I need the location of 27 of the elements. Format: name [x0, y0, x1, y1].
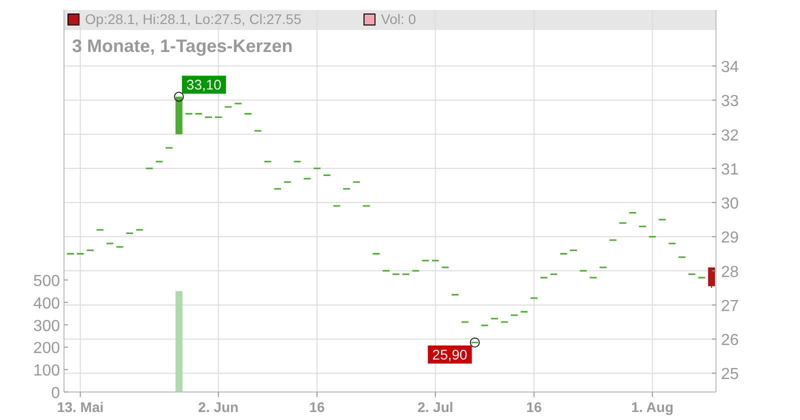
y2-tick-label: 500 [33, 272, 60, 290]
y2-tick-label: 100 [33, 362, 60, 380]
y2-tick-label: 200 [33, 340, 60, 358]
y2-tick-label: 0 [51, 385, 60, 402]
y2-tick-label: 400 [33, 295, 60, 312]
y-tick-label: 30 [721, 196, 739, 213]
annotation: Vol: 0 [381, 11, 416, 27]
text: 3 Monate, 1-Tages-Kerzen [72, 36, 293, 56]
x-tick-label: 2. Jun [198, 399, 239, 415]
y-tick-label: 28 [721, 264, 739, 281]
y2-tick-label: 300 [33, 318, 60, 335]
y-tick-label: 31 [721, 161, 739, 178]
y-tick-label: 34 [721, 58, 739, 76]
y-tick-label: 33 [721, 93, 739, 110]
y-tick-label: 26 [721, 332, 739, 350]
y-tick-label: 29 [721, 230, 739, 247]
x-tick-label: 2. Jul [417, 399, 454, 415]
x-tick-label: 16 [309, 399, 326, 415]
x-tick-label: 1. Aug [631, 399, 674, 415]
annotation: 33,10 [186, 76, 222, 93]
x-tick-label: 16 [526, 399, 542, 415]
y-tick-label: 27 [721, 298, 739, 315]
x-tick-label: 13. Mai [56, 399, 104, 415]
y-tick-label: 32 [721, 127, 739, 144]
annotation: Op:28.1, Hi:28.1, Lo:27.5, Cl:27.55 [85, 11, 302, 27]
annotation: 25,90 [432, 346, 468, 362]
y-tick-label: 25 [721, 366, 739, 384]
